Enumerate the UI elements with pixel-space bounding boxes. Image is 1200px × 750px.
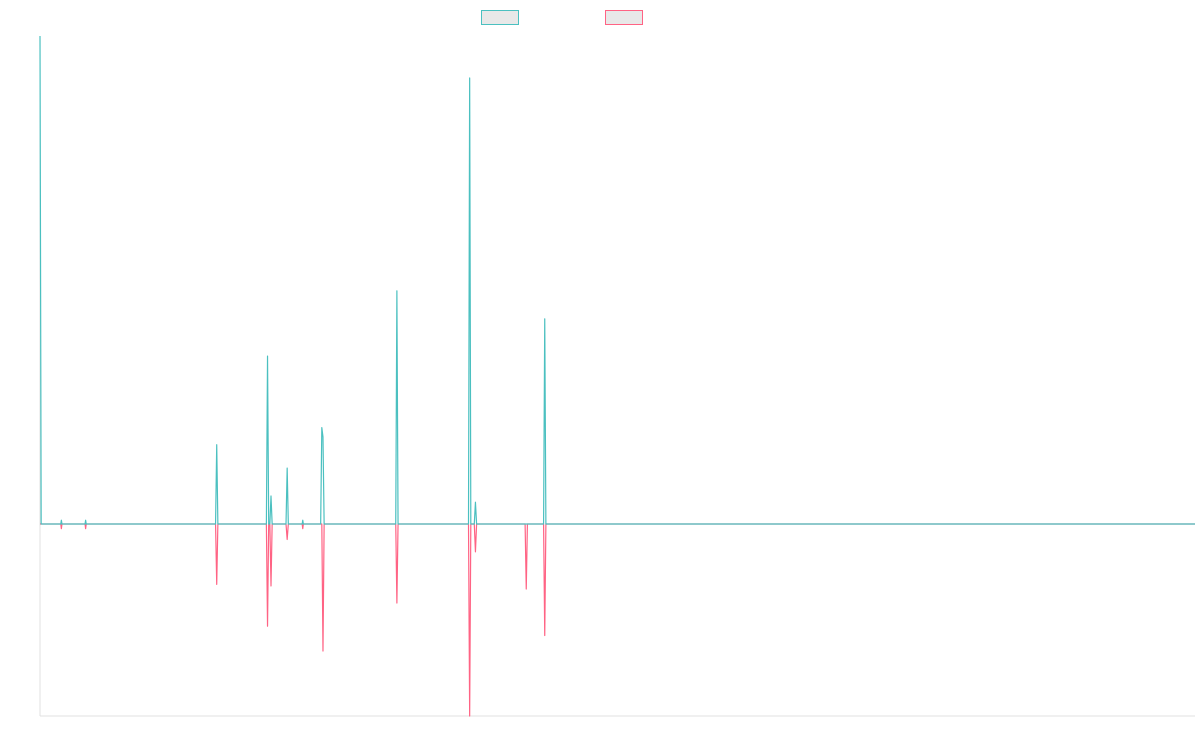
legend-swatch-series-1[interactable] [481, 10, 519, 25]
series-line-1 [39, 35, 1195, 525]
series-line-2 [40, 523, 1195, 717]
legend-swatch-series-2[interactable] [605, 10, 643, 25]
